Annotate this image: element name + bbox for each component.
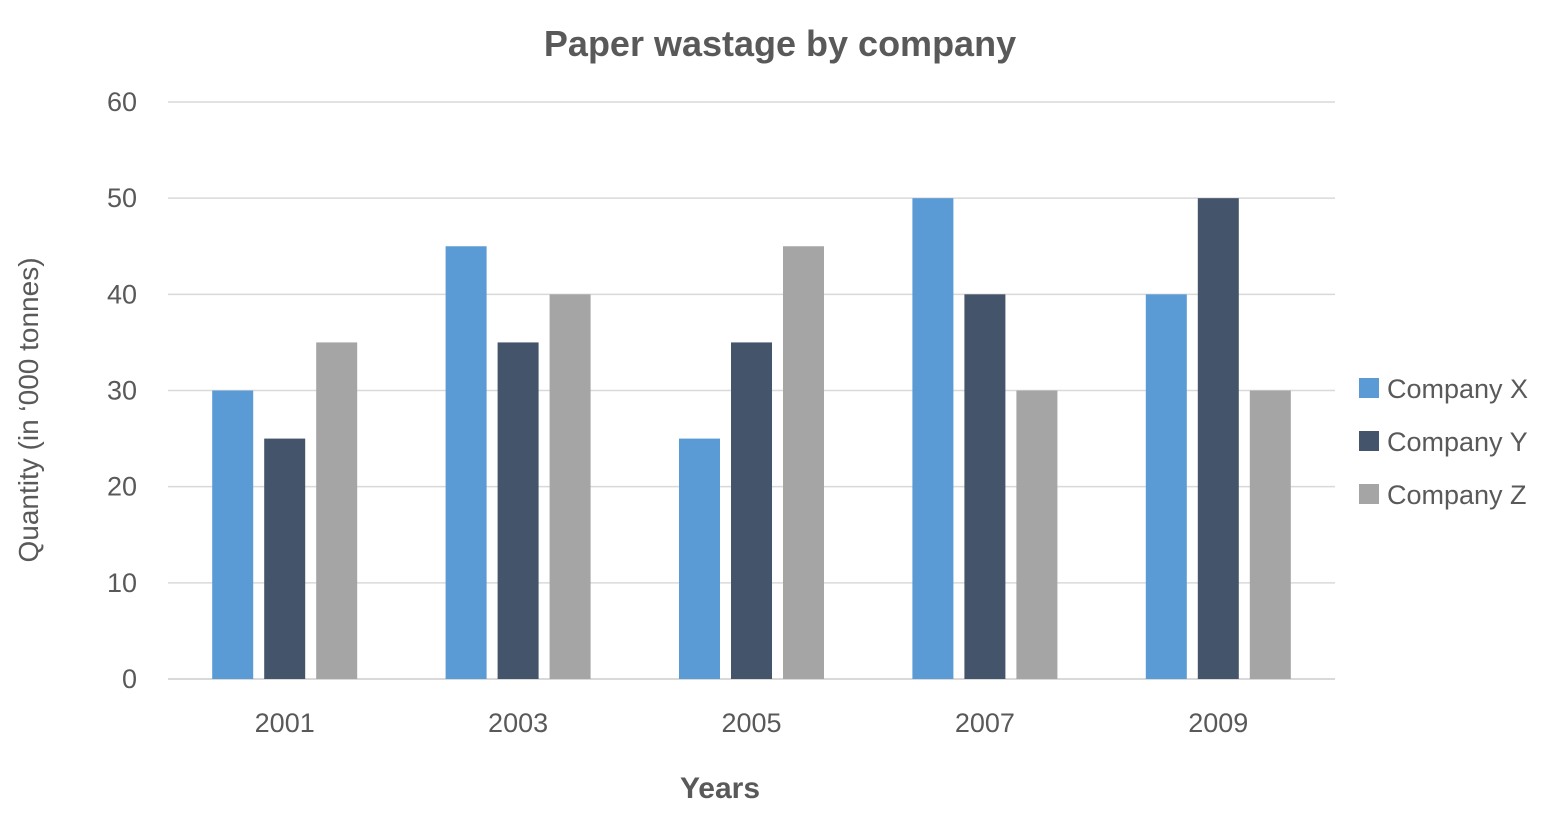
- gridlines: [168, 101, 1335, 680]
- legend-label: Company Z: [1387, 480, 1527, 510]
- x-tick-label: 2001: [255, 708, 315, 738]
- y-tick-label: 50: [107, 183, 137, 213]
- x-axis-title: Years: [680, 772, 760, 805]
- bar-company-x-2009: [1145, 294, 1187, 679]
- y-tick-label: 10: [107, 568, 137, 598]
- y-tick-label: 40: [107, 279, 137, 309]
- chart-title: Paper wastage by company: [544, 23, 1016, 64]
- legend-label: Company X: [1387, 374, 1528, 404]
- x-tick-label: 2009: [1188, 708, 1248, 738]
- x-tick-label: 2003: [488, 708, 548, 738]
- bar-company-y-2003: [497, 342, 539, 679]
- bar-company-x-2001: [212, 390, 254, 679]
- bar-company-y-2007: [964, 294, 1006, 679]
- y-axis-title: Quantity (in ‘000 tonnes): [13, 257, 44, 562]
- legend-swatch: [1359, 431, 1379, 451]
- bar-company-x-2005: [679, 438, 720, 679]
- y-tick-label: 30: [107, 376, 137, 406]
- bar-company-z-2001: [316, 342, 358, 679]
- bar-company-z-2003: [549, 294, 591, 679]
- legend: Company X Company Y Company Z: [1359, 374, 1528, 510]
- y-axis-ticks: 0 10 20 30 40 50 60: [107, 87, 137, 694]
- bar-company-z-2009: [1249, 390, 1291, 679]
- legend-swatch: [1359, 378, 1379, 398]
- legend-label: Company Y: [1387, 427, 1528, 457]
- bar-company-x-2003: [445, 246, 487, 679]
- y-tick-label: 20: [107, 472, 137, 502]
- x-tick-label: 2005: [721, 708, 781, 738]
- bar-company-y-2009: [1197, 198, 1239, 679]
- bar-company-x-2007: [912, 198, 954, 679]
- bar-company-z-2007: [1016, 390, 1058, 679]
- bar-company-y-2005: [731, 342, 772, 679]
- x-axis-ticks: 2001 2003 2005 2007 2009: [255, 708, 1249, 738]
- y-tick-label: 0: [122, 664, 137, 694]
- y-tick-label: 60: [107, 87, 137, 117]
- bar-company-z-2005: [783, 246, 824, 679]
- x-tick-label: 2007: [955, 708, 1015, 738]
- bars: [212, 198, 1291, 679]
- bar-company-y-2001: [264, 438, 306, 679]
- legend-swatch: [1359, 484, 1379, 504]
